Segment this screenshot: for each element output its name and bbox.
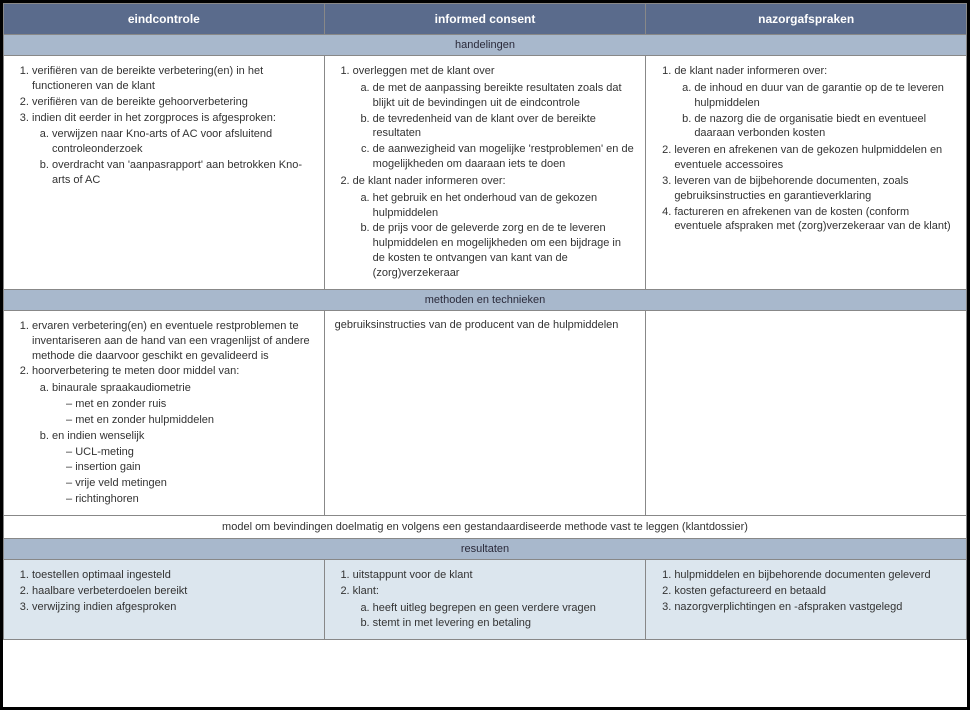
list-item: de met de aanpassing bereikte resultaten… bbox=[373, 81, 636, 111]
header-row: eindcontrole informed consent nazorgafsp… bbox=[4, 4, 967, 35]
resultaten-col1: toestellen optimaal ingesteld haalbare v… bbox=[4, 559, 325, 639]
list-item: haalbare verbeterdoelen bereikt bbox=[32, 584, 314, 599]
methoden-col2: gebruiksinstructies van de producent van… bbox=[324, 310, 646, 515]
handelingen-col3: de klant nader informeren over: de inhou… bbox=[646, 56, 967, 290]
list-item: uitstappunt voor de klant bbox=[353, 568, 636, 583]
list-item: leveren van de bijbehorende documenten, … bbox=[674, 174, 956, 204]
list-text: en indien wenselijk bbox=[52, 430, 144, 442]
list-item: heeft uitleg begrepen en geen verdere vr… bbox=[373, 601, 636, 616]
col-header-3: nazorgafspraken bbox=[646, 4, 967, 35]
methoden-col3 bbox=[646, 310, 967, 515]
resultaten-col3: hulpmiddelen en bijbehorende documenten … bbox=[646, 559, 967, 639]
list-item: verifiëren van de bereikte verbetering(e… bbox=[32, 64, 314, 94]
list-text: overleggen met de klant over bbox=[353, 65, 495, 77]
list-item: de aanwezigheid van mogelijke 'restprobl… bbox=[373, 142, 636, 172]
model-note-row: model om bevindingen doelmatig en volgen… bbox=[4, 515, 967, 538]
list-item: ervaren verbetering(en) en eventuele res… bbox=[32, 319, 314, 364]
list-text: binaurale spraakaudiometrie bbox=[52, 382, 191, 394]
handelingen-col2: overleggen met de klant over de met de a… bbox=[324, 56, 646, 290]
list-item: richtinghoren bbox=[66, 492, 314, 507]
list-item: hoorverbetering te meten door middel van… bbox=[32, 364, 314, 507]
resultaten-row: toestellen optimaal ingesteld haalbare v… bbox=[4, 559, 967, 639]
plain-text: gebruiksinstructies van de producent van… bbox=[335, 317, 636, 333]
list-text: indien dit eerder in het zorgproces is a… bbox=[32, 112, 276, 124]
list-item: toestellen optimaal ingesteld bbox=[32, 568, 314, 583]
list-item: de nazorg die de organisatie biedt en ev… bbox=[694, 112, 956, 142]
list-item: hulpmiddelen en bijbehorende documenten … bbox=[674, 568, 956, 583]
list-item: de inhoud en duur van de garantie op de … bbox=[694, 81, 956, 111]
list-item: de klant nader informeren over: de inhou… bbox=[674, 64, 956, 141]
plain-text bbox=[656, 317, 956, 321]
methoden-col1: ervaren verbetering(en) en eventuele res… bbox=[4, 310, 325, 515]
list-item: en indien wenselijk UCL-meting insertion… bbox=[52, 429, 314, 507]
list-item: UCL-meting bbox=[66, 445, 314, 460]
section-methoden: methoden en technieken bbox=[4, 289, 967, 310]
document-frame: eindcontrole informed consent nazorgafsp… bbox=[0, 0, 970, 710]
list-item: verifiëren van de bereikte gehoorverbete… bbox=[32, 95, 314, 110]
list-item: het gebruik en het onderhoud van de geko… bbox=[373, 191, 636, 221]
list-item: insertion gain bbox=[66, 460, 314, 475]
list-item: leveren en afrekenen van de gekozen hulp… bbox=[674, 143, 956, 173]
list-item: stemt in met levering en betaling bbox=[373, 616, 636, 631]
list-item: de tevredenheid van de klant over de ber… bbox=[373, 112, 636, 142]
resultaten-col2: uitstappunt voor de klant klant: heeft u… bbox=[324, 559, 646, 639]
list-text: klant: bbox=[353, 585, 379, 597]
list-item: overleggen met de klant over de met de a… bbox=[353, 64, 636, 172]
handelingen-col1: verifiëren van de bereikte verbetering(e… bbox=[4, 56, 325, 290]
list-item: met en zonder hulpmiddelen bbox=[66, 413, 314, 428]
list-item: de klant nader informeren over: het gebr… bbox=[353, 174, 636, 281]
col-header-2: informed consent bbox=[324, 4, 646, 35]
list-item: overdracht van 'aanpasrapport' aan betro… bbox=[52, 158, 314, 188]
methoden-row: ervaren verbetering(en) en eventuele res… bbox=[4, 310, 967, 515]
list-item: indien dit eerder in het zorgproces is a… bbox=[32, 111, 314, 188]
list-item: de prijs voor de geleverde zorg en de te… bbox=[373, 221, 636, 280]
list-text: de klant nader informeren over: bbox=[353, 175, 506, 187]
list-item: met en zonder ruis bbox=[66, 397, 314, 412]
list-text: de klant nader informeren over: bbox=[674, 65, 827, 77]
section-resultaten: resultaten bbox=[4, 538, 967, 559]
list-text: hoorverbetering te meten door middel van… bbox=[32, 365, 239, 377]
list-item: verwijzen naar Kno-arts of AC voor afslu… bbox=[52, 127, 314, 157]
list-item: factureren en afrekenen van de kosten (c… bbox=[674, 205, 956, 235]
section-handelingen: handelingen bbox=[4, 35, 967, 56]
list-item: binaurale spraakaudiometrie met en zonde… bbox=[52, 381, 314, 428]
main-table: eindcontrole informed consent nazorgafsp… bbox=[3, 3, 967, 640]
handelingen-row: verifiëren van de bereikte verbetering(e… bbox=[4, 56, 967, 290]
list-item: klant: heeft uitleg begrepen en geen ver… bbox=[353, 584, 636, 632]
list-item: nazorgverplichtingen en -afspraken vastg… bbox=[674, 600, 956, 615]
list-item: vrije veld metingen bbox=[66, 476, 314, 491]
col-header-1: eindcontrole bbox=[4, 4, 325, 35]
list-item: verwijzing indien afgesproken bbox=[32, 600, 314, 615]
list-item: kosten gefactureerd en betaald bbox=[674, 584, 956, 599]
